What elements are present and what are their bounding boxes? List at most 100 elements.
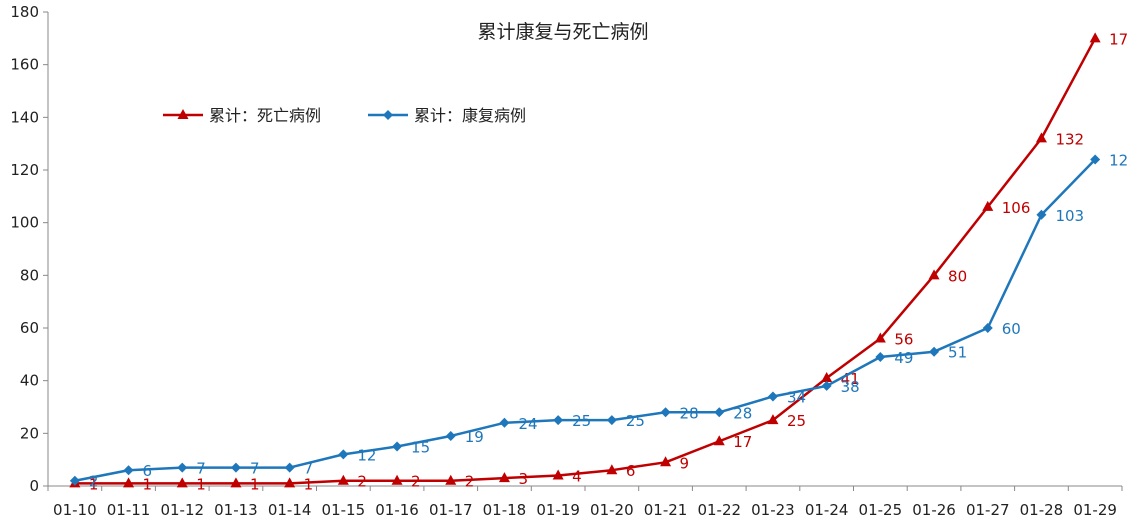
data-label: 28 xyxy=(733,404,752,422)
y-tick-label: 120 xyxy=(10,161,39,179)
data-label: 2 xyxy=(411,473,421,491)
data-label: 60 xyxy=(1002,320,1021,338)
data-point xyxy=(123,477,135,488)
data-point xyxy=(767,391,778,402)
y-axis-ticks: 0 20 40 60 80 100 120 140 160 180 xyxy=(10,3,48,495)
data-label: 1 xyxy=(196,475,206,493)
data-label: 56 xyxy=(894,331,913,349)
data-label: 1 xyxy=(89,475,99,493)
data-point xyxy=(928,269,940,280)
data-label: 2 xyxy=(89,473,99,491)
data-point xyxy=(230,477,242,488)
y-tick-label: 180 xyxy=(10,3,39,21)
chart-title: 累计康复与死亡病例 xyxy=(477,21,648,43)
data-point xyxy=(875,351,886,362)
data-label: 12 xyxy=(357,446,376,464)
legend-item: 累计：康复病例 xyxy=(368,106,526,125)
data-point xyxy=(929,346,940,357)
data-label: 15 xyxy=(411,439,430,457)
x-tick-label: 01-13 xyxy=(214,501,258,519)
y-tick-label: 40 xyxy=(20,372,39,390)
data-label: 7 xyxy=(196,460,206,478)
data-point xyxy=(606,464,618,475)
data-point xyxy=(1090,154,1101,165)
x-tick-label: 01-15 xyxy=(322,501,366,519)
y-tick-label: 100 xyxy=(10,214,39,232)
data-label: 51 xyxy=(948,344,967,362)
data-point xyxy=(713,435,725,446)
legend-label: 累计：康复病例 xyxy=(414,106,526,125)
y-tick-label: 20 xyxy=(20,424,39,442)
data-point xyxy=(767,414,779,425)
x-tick-label: 01-14 xyxy=(268,501,312,519)
data-label: 132 xyxy=(1055,130,1084,148)
x-tick-label: 01-29 xyxy=(1073,501,1117,519)
data-point xyxy=(553,415,564,426)
data-point xyxy=(69,475,80,486)
series-line xyxy=(74,158,1097,482)
y-tick-label: 160 xyxy=(10,56,39,74)
x-tick-label: 01-26 xyxy=(912,501,956,519)
data-label: 2 xyxy=(357,473,367,491)
data-label: 9 xyxy=(680,454,690,472)
data-label: 1 xyxy=(304,475,314,493)
data-point xyxy=(982,323,993,333)
data-label: 80 xyxy=(948,267,967,285)
y-tick-label: 0 xyxy=(29,477,39,495)
data-label: 1 xyxy=(250,475,260,493)
data-point xyxy=(445,474,457,485)
legend: 累计：死亡病例 累计：康复病例 xyxy=(163,106,526,125)
y-tick-label: 140 xyxy=(10,108,39,126)
data-point xyxy=(392,441,403,452)
data-point xyxy=(714,407,725,418)
data-point xyxy=(391,474,403,485)
data-point xyxy=(445,430,456,441)
data-label: 4 xyxy=(572,467,582,485)
data-label: 25 xyxy=(572,412,591,430)
x-tick-label: 01-24 xyxy=(805,501,849,519)
data-label: 3 xyxy=(518,470,528,488)
data-label: 28 xyxy=(680,404,699,422)
data-label: 124 xyxy=(1109,151,1128,169)
series-layer: 1111122234691725415680106132170267771215… xyxy=(69,30,1128,493)
data-point xyxy=(660,456,672,467)
x-axis-ticks: 01-10 01-11 01-12 01-13 01-14 01-15 01-16 01-17… xyxy=(47,486,1123,519)
data-label: 2 xyxy=(465,473,475,491)
legend-item: 累计：死亡病例 xyxy=(163,106,321,125)
x-tick-label: 01-28 xyxy=(1020,501,1064,519)
data-point xyxy=(338,449,349,460)
data-point xyxy=(1036,209,1047,220)
x-tick-label: 01-16 xyxy=(375,501,419,519)
data-point xyxy=(1089,32,1101,43)
data-point xyxy=(176,477,188,488)
x-tick-label: 01-19 xyxy=(536,501,580,519)
data-label: 6 xyxy=(626,462,636,480)
data-point xyxy=(552,469,564,480)
data-label: 38 xyxy=(841,378,860,396)
data-label: 1 xyxy=(143,475,153,493)
data-label: 7 xyxy=(304,460,314,478)
data-point xyxy=(982,200,994,211)
series-line xyxy=(74,37,1097,485)
data-label: 25 xyxy=(787,412,806,430)
data-point xyxy=(821,372,833,383)
data-point xyxy=(821,380,832,391)
data-label: 25 xyxy=(626,412,645,430)
x-tick-label: 01-18 xyxy=(483,501,527,519)
data-label: 19 xyxy=(465,428,484,446)
data-point xyxy=(230,462,241,473)
y-tick-label: 80 xyxy=(20,266,39,284)
x-tick-label: 01-21 xyxy=(644,501,688,519)
data-point xyxy=(606,415,617,426)
data-label: 6 xyxy=(143,462,153,480)
data-point xyxy=(660,407,671,418)
data-point xyxy=(1035,132,1047,143)
data-point xyxy=(874,332,886,343)
x-tick-label: 01-11 xyxy=(107,501,151,519)
data-point xyxy=(284,477,296,488)
data-label: 7 xyxy=(250,460,260,478)
data-label: 24 xyxy=(518,415,537,433)
x-tick-label: 01-10 xyxy=(53,501,97,519)
